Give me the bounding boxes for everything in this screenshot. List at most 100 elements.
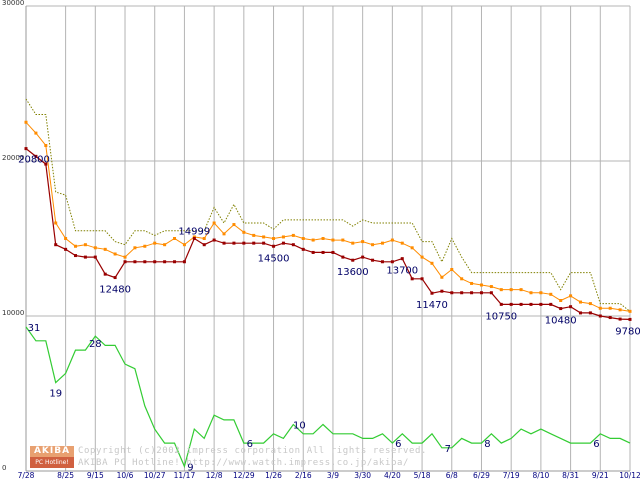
point-min_price-37 xyxy=(390,260,394,264)
point-avg_price-9 xyxy=(113,252,117,256)
point-avg_price-36 xyxy=(380,241,384,245)
data-label-shop_count-57: 6 xyxy=(593,439,599,450)
data-label-shop_count-37: 6 xyxy=(395,439,401,450)
x-tick-label-6: 12/8 xyxy=(206,471,223,480)
point-min_price-9 xyxy=(113,276,117,280)
point-min_price-3 xyxy=(54,243,58,247)
series-line-avg_price xyxy=(25,121,631,312)
point-avg_price-5 xyxy=(74,244,78,248)
point-avg_price-10 xyxy=(123,255,127,259)
point-avg_price-49 xyxy=(509,288,513,292)
y-tick-label-2: 20000 xyxy=(2,154,24,162)
point-avg_price-35 xyxy=(371,243,375,247)
point-avg_price-12 xyxy=(143,244,147,248)
point-min_price-61 xyxy=(628,317,632,321)
point-min_price-48 xyxy=(499,302,503,306)
point-min_price-51 xyxy=(529,302,533,306)
x-tick-label-4: 10/27 xyxy=(144,471,166,480)
point-min_price-24 xyxy=(262,241,266,245)
point-min_price-27 xyxy=(291,243,295,247)
point-avg_price-60 xyxy=(618,308,622,312)
x-tick-label-8: 1/26 xyxy=(265,471,282,480)
data-label-min_price-61: 9780 xyxy=(615,326,640,337)
point-avg_price-23 xyxy=(252,233,256,237)
point-avg_price-25 xyxy=(272,237,276,240)
point-min_price-33 xyxy=(351,258,355,262)
point-min_price-26 xyxy=(281,241,285,245)
point-avg_price-50 xyxy=(519,288,523,292)
x-tick-label-1: 8/25 xyxy=(57,471,74,480)
point-avg_price-34 xyxy=(361,240,365,244)
point-avg_price-43 xyxy=(450,268,454,271)
point-min_price-25 xyxy=(272,244,276,248)
point-min_price-1 xyxy=(34,154,38,158)
point-avg_price-15 xyxy=(173,237,177,240)
point-avg_price-42 xyxy=(440,275,444,279)
point-min_price-2 xyxy=(44,162,48,166)
point-min_price-36 xyxy=(380,260,384,264)
akiba-logo: AKIBA PC Hotline! xyxy=(30,446,74,468)
point-avg_price-7 xyxy=(93,246,97,250)
point-min_price-20 xyxy=(222,241,226,245)
point-avg_price-21 xyxy=(232,223,236,227)
point-min_price-46 xyxy=(479,291,483,295)
point-avg_price-39 xyxy=(410,246,414,250)
x-tick-label-3: 10/6 xyxy=(117,471,134,480)
point-min_price-44 xyxy=(460,291,464,295)
point-avg_price-44 xyxy=(460,277,464,281)
data-label-shop_count-27: 10 xyxy=(293,421,306,432)
data-label-min_price-54: 10480 xyxy=(545,316,577,327)
point-min_price-39 xyxy=(410,277,414,281)
point-avg_price-3 xyxy=(54,221,58,225)
x-tick-label-17: 8/10 xyxy=(532,471,549,480)
point-avg_price-27 xyxy=(291,233,295,237)
point-avg_price-18 xyxy=(202,237,206,240)
data-label-min_price-33: 13600 xyxy=(337,267,369,278)
credit-watermark: AKIBA PC Hotline! http://www.watch.impre… xyxy=(78,458,410,468)
point-avg_price-17 xyxy=(192,235,196,239)
data-label-shop_count-46: 8 xyxy=(484,439,490,450)
data-label-min_price-41: 11470 xyxy=(416,300,448,311)
point-min_price-38 xyxy=(400,257,404,261)
point-min_price-7 xyxy=(93,255,97,259)
point-min_price-32 xyxy=(341,255,345,259)
point-min_price-56 xyxy=(578,311,582,315)
point-min_price-34 xyxy=(361,255,365,259)
point-min_price-42 xyxy=(440,289,444,293)
point-avg_price-47 xyxy=(489,285,493,289)
point-min_price-35 xyxy=(371,258,375,262)
point-avg_price-59 xyxy=(608,306,612,310)
point-min_price-10 xyxy=(123,260,127,264)
logo-bottom-text: PC Hotline! xyxy=(30,457,74,468)
point-min_price-30 xyxy=(321,250,325,254)
point-avg_price-6 xyxy=(83,243,87,247)
point-avg_price-11 xyxy=(133,246,137,250)
point-min_price-57 xyxy=(588,311,592,315)
point-avg_price-8 xyxy=(103,247,107,251)
data-label-min_price-9: 12480 xyxy=(99,285,131,296)
point-min_price-52 xyxy=(539,302,543,306)
point-avg_price-46 xyxy=(479,283,483,287)
data-label-min_price-38: 13700 xyxy=(386,266,418,277)
point-avg_price-37 xyxy=(390,238,394,242)
x-tick-label-16: 7/19 xyxy=(503,471,520,480)
point-min_price-47 xyxy=(489,291,493,295)
point-avg_price-57 xyxy=(588,302,592,306)
point-avg_price-16 xyxy=(182,243,186,247)
y-tick-label-3: 30000 xyxy=(2,0,24,7)
point-avg_price-19 xyxy=(212,221,216,225)
point-avg_price-32 xyxy=(341,238,345,242)
data-label-shop_count-7: 28 xyxy=(89,339,102,350)
x-tick-label-2: 9/15 xyxy=(87,471,104,480)
x-tick-label-7: 12/29 xyxy=(233,471,255,480)
point-avg_price-2 xyxy=(44,144,48,147)
point-avg_price-26 xyxy=(281,235,285,239)
series-lines xyxy=(25,98,631,469)
point-avg_price-61 xyxy=(628,309,632,313)
series-line-min_price xyxy=(25,148,631,320)
x-tick-label-20: 10/12 xyxy=(619,471,640,480)
x-axis-ticks: 7/28 8/25 9/15 10/6 10/27 11/17 12/8 12/29 1/26 2… xyxy=(18,471,640,480)
x-tick-label-0: 7/28 xyxy=(18,471,35,480)
point-min_price-45 xyxy=(470,291,474,295)
point-avg_price-30 xyxy=(321,237,325,240)
